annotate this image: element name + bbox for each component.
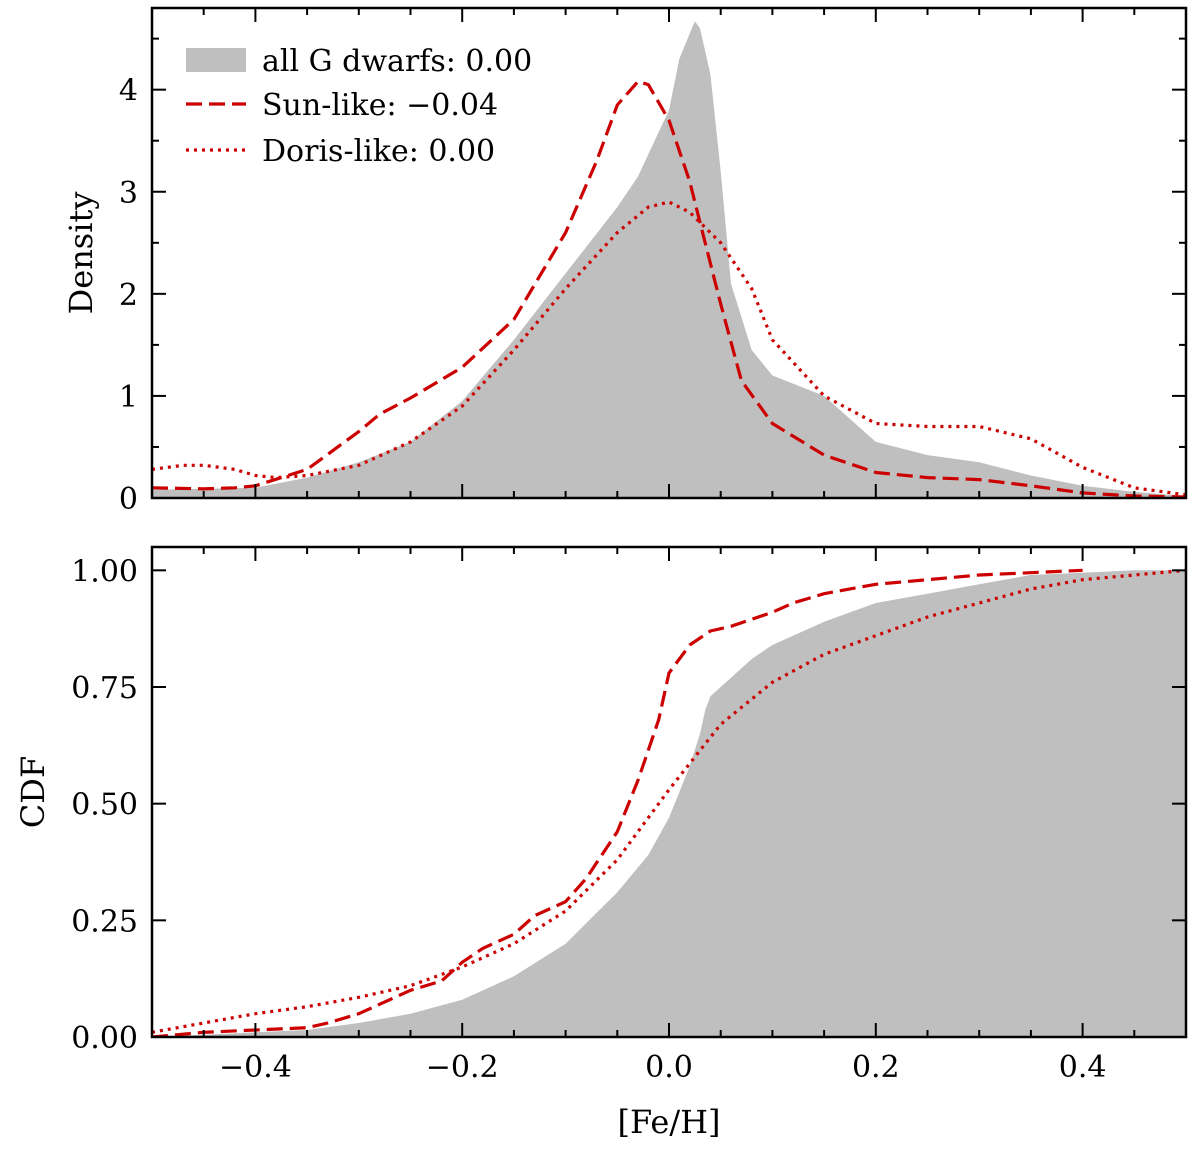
- y-tick-label: 0.50: [71, 788, 138, 823]
- y-axis-label: CDF: [14, 756, 52, 828]
- legend-label: all G dwarfs: 0.00: [262, 44, 532, 79]
- x-tick-label: 0.4: [1059, 1050, 1107, 1085]
- y-axis-label: Density: [62, 192, 100, 315]
- x-tick-label: 0.2: [852, 1050, 900, 1085]
- y-tick-label: 0.00: [71, 1021, 138, 1056]
- series-1-1-line: [152, 568, 1083, 1037]
- series-0-0-area: [152, 21, 1186, 498]
- y-tick-label: 0.25: [71, 904, 138, 939]
- legend: all G dwarfs: 0.00 Sun-like: −0.04 Doris-l…: [186, 44, 532, 169]
- plot-area: [152, 568, 1186, 1037]
- y-tick-label: 0: [119, 482, 138, 517]
- density-panel: 0 1 2 3 4 Density: [62, 6, 1188, 517]
- legend-swatch-fill: [186, 48, 246, 72]
- y-tick-label: 0.75: [71, 671, 138, 706]
- cdf-panel: −0.4 −0.2 0.0 0.2 0.4 0.00 0.25 0.50 0.75 1.00 CDF…: [14, 545, 1188, 1141]
- x-axis-label: [Fe/H]: [617, 1103, 720, 1141]
- x-tick-label: −0.2: [426, 1050, 499, 1085]
- series-1-0-area: [152, 570, 1186, 1037]
- legend-label: Sun-like: −0.04: [262, 88, 498, 123]
- y-tick-label: 1.00: [71, 554, 138, 589]
- legend-label: Doris-like: 0.00: [262, 134, 495, 169]
- plot-area: [152, 21, 1186, 498]
- series-0-1-line: [152, 79, 1186, 498]
- y-tick-label: 1: [119, 380, 138, 415]
- y-tick-label: 4: [119, 74, 138, 109]
- y-tick-label: 3: [119, 176, 138, 211]
- x-tick-label: −0.4: [219, 1050, 292, 1085]
- series-0-2-line: [152, 200, 1186, 497]
- x-tick-label: 0.0: [645, 1050, 693, 1085]
- y-tick-label: 2: [119, 278, 138, 313]
